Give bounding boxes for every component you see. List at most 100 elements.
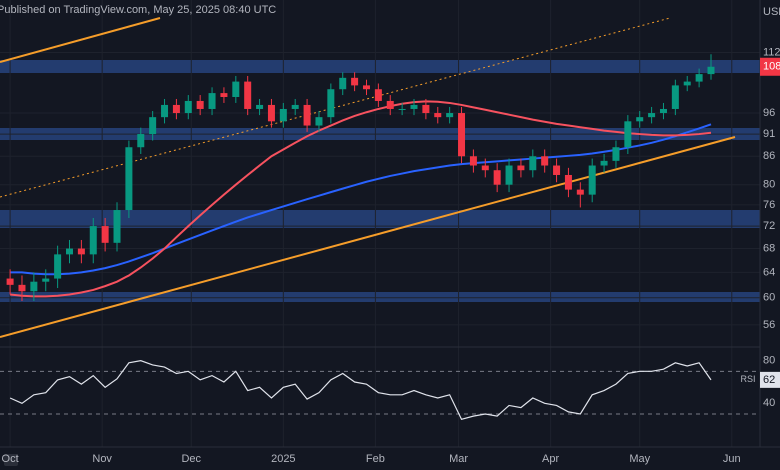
trendline xyxy=(0,17,161,63)
y-tick-label: 60 xyxy=(763,292,775,304)
grid xyxy=(0,0,760,447)
rsi-line xyxy=(9,360,712,421)
candle-body xyxy=(89,226,97,255)
x-tick-label: May xyxy=(629,453,650,465)
candle-body xyxy=(683,81,691,86)
y-tick-label: 86 xyxy=(763,150,775,162)
rsi-tick-label: 40 xyxy=(763,397,775,409)
y-tick-label: 72 xyxy=(763,220,775,232)
y-tick-label: 76 xyxy=(763,199,775,211)
logo xyxy=(4,454,18,466)
candle-body xyxy=(101,226,109,243)
attribution: Published on TradingView.com, May 25, 20… xyxy=(0,4,276,16)
y-tick-label: 80 xyxy=(763,179,775,191)
x-tick-label: Nov xyxy=(92,453,112,465)
candle-body xyxy=(434,113,442,118)
candle-body xyxy=(291,104,299,109)
trendline xyxy=(0,17,671,198)
y-tick-label: 112 xyxy=(763,46,780,58)
candle-body xyxy=(707,66,715,75)
price-tag-label: 108 xyxy=(763,61,780,73)
candle-body xyxy=(362,85,370,90)
x-tick-label: Jun xyxy=(723,453,741,465)
x-tick-label: Dec xyxy=(181,453,201,465)
x-tick-label: 2025 xyxy=(271,453,295,465)
candle-body xyxy=(624,121,632,148)
candle-body xyxy=(517,165,525,171)
y-tick-label: 68 xyxy=(763,242,775,254)
candle-body xyxy=(279,108,287,122)
candle-body xyxy=(374,89,382,101)
x-tick-label: Oct xyxy=(2,453,19,465)
candle-body xyxy=(505,165,513,185)
candle-body xyxy=(54,254,62,279)
candle-body xyxy=(208,93,216,109)
candle-body xyxy=(149,117,157,135)
candle-body xyxy=(469,156,477,166)
candle-body xyxy=(493,170,501,185)
candle-body xyxy=(196,100,204,109)
y-tick-label: 96 xyxy=(763,107,775,119)
candle-body xyxy=(446,113,454,118)
currency: USD xyxy=(763,6,780,18)
candle-body xyxy=(184,100,192,114)
rsi-name: RSI xyxy=(740,374,755,384)
candle-body xyxy=(576,189,584,195)
candle-body xyxy=(232,81,240,98)
candle-body xyxy=(541,156,549,166)
rsi-tag xyxy=(760,371,780,388)
candle-body xyxy=(30,281,38,292)
candle-body xyxy=(256,104,264,109)
candle-body xyxy=(18,284,26,292)
candle-body xyxy=(267,104,275,122)
candle-body xyxy=(113,210,121,243)
plot xyxy=(0,54,760,421)
trendline xyxy=(0,136,736,338)
candle-body xyxy=(553,165,561,175)
candle-body xyxy=(386,100,394,109)
candle-body xyxy=(481,165,489,171)
candle-body xyxy=(220,93,228,98)
candle-body xyxy=(648,113,656,118)
candle-body xyxy=(244,81,252,109)
rsi-tick-label: 80 xyxy=(763,355,775,367)
candle-body xyxy=(422,104,430,114)
candle-body xyxy=(695,74,703,82)
candle-body xyxy=(351,77,359,86)
price-tag xyxy=(760,57,780,76)
x-tick-label: Feb xyxy=(366,453,385,465)
candle-body xyxy=(458,113,466,157)
y-tick-label: 56 xyxy=(763,319,775,331)
candle-body xyxy=(327,89,335,118)
candle-body xyxy=(303,104,311,126)
candle-body xyxy=(172,104,180,114)
y-tick-label: 91 xyxy=(763,128,775,140)
candle-body xyxy=(6,278,14,285)
candle-body xyxy=(65,248,73,255)
x-tick-label: Apr xyxy=(542,453,559,465)
candle-body xyxy=(636,117,644,122)
zone xyxy=(0,292,760,302)
candle-body xyxy=(339,77,347,90)
candle-body xyxy=(588,165,596,195)
candle-body xyxy=(529,156,537,171)
candle-body xyxy=(659,108,667,114)
candle-body xyxy=(600,160,608,166)
candle-body xyxy=(137,134,145,148)
y-tick-label: 64 xyxy=(763,266,775,278)
candle-body xyxy=(671,85,679,109)
candle-body xyxy=(315,117,323,126)
candle-body xyxy=(398,108,406,110)
zone xyxy=(0,60,760,73)
moving-average xyxy=(10,123,712,276)
candle-body xyxy=(77,248,85,255)
candle-body xyxy=(612,147,620,161)
candle-body xyxy=(42,278,50,282)
candle-body xyxy=(161,104,169,118)
candle-body xyxy=(410,104,418,109)
rsi-tag-label: 62 xyxy=(763,374,775,386)
candle-body xyxy=(564,174,572,190)
moving-average xyxy=(9,100,712,298)
candle-body xyxy=(125,147,133,211)
